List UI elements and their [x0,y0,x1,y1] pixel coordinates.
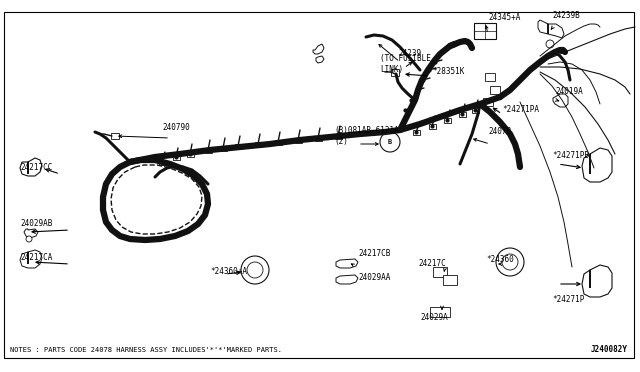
Polygon shape [553,94,568,107]
Polygon shape [582,148,612,182]
Bar [413,129,419,135]
Circle shape [247,262,263,278]
Text: NOTES : PARTS CODE 24078 HARNESS ASSY INCLUDES'*'*'MARKED PARTS.: NOTES : PARTS CODE 24078 HARNESS ASSY IN… [10,347,282,353]
Bar [485,73,495,81]
Polygon shape [316,56,324,63]
Polygon shape [538,20,564,38]
Polygon shape [336,275,358,284]
Text: *24271PA: *24271PA [502,106,539,115]
Polygon shape [336,259,358,268]
Text: J240082Y: J240082Y [591,346,628,355]
Text: *24271P: *24271P [552,295,584,305]
Circle shape [496,248,524,276]
Text: 24345+A: 24345+A [488,13,520,22]
Bar [205,148,211,153]
Bar [443,275,457,285]
Bar [255,141,262,147]
Text: B: B [388,139,392,145]
Bar [186,151,193,157]
Text: 24217CB: 24217CB [358,250,390,259]
Text: 24029AB: 24029AB [20,219,52,228]
Bar [391,68,399,76]
Bar [173,154,179,160]
Bar [220,145,227,151]
Text: 24019A: 24019A [555,87,583,96]
Bar [159,160,166,164]
Polygon shape [313,44,324,54]
Bar [433,267,447,277]
Bar [474,23,496,39]
Bar [294,138,301,142]
Text: 24217C: 24217C [418,260,445,269]
Text: 24239B: 24239B [552,12,580,20]
Polygon shape [20,250,42,268]
Text: 24029AA: 24029AA [358,273,390,282]
Text: 24217CC: 24217CC [20,164,52,173]
Bar [111,133,119,139]
Text: 24078: 24078 [488,128,511,137]
Text: (B)081AB-6121A
(2): (B)081AB-6121A (2) [334,126,399,146]
Bar [444,118,451,122]
Polygon shape [20,158,42,176]
Bar [472,108,479,112]
Text: *24360+A: *24360+A [210,267,247,276]
Bar [429,124,435,128]
Circle shape [241,256,269,284]
Circle shape [26,236,32,242]
Polygon shape [24,229,38,238]
Circle shape [546,40,554,48]
Bar [483,98,493,106]
Circle shape [502,254,518,270]
Bar [458,112,465,116]
Bar [430,307,450,317]
Text: (TO FUSIBLE
LINK): (TO FUSIBLE LINK) [380,54,431,74]
Text: 24029A: 24029A [420,312,448,321]
Circle shape [380,132,400,152]
Text: 240790: 240790 [162,124,189,132]
Text: *28351K: *28351K [432,67,465,77]
Bar [314,135,321,141]
Text: 24239: 24239 [398,49,421,58]
Bar [490,86,500,94]
Bar [275,140,282,144]
Text: *24271PB: *24271PB [552,151,589,160]
Polygon shape [582,265,612,297]
Bar [234,144,241,148]
Bar [335,134,342,138]
Text: 24217CA: 24217CA [20,253,52,263]
Text: *24360: *24360 [486,256,514,264]
